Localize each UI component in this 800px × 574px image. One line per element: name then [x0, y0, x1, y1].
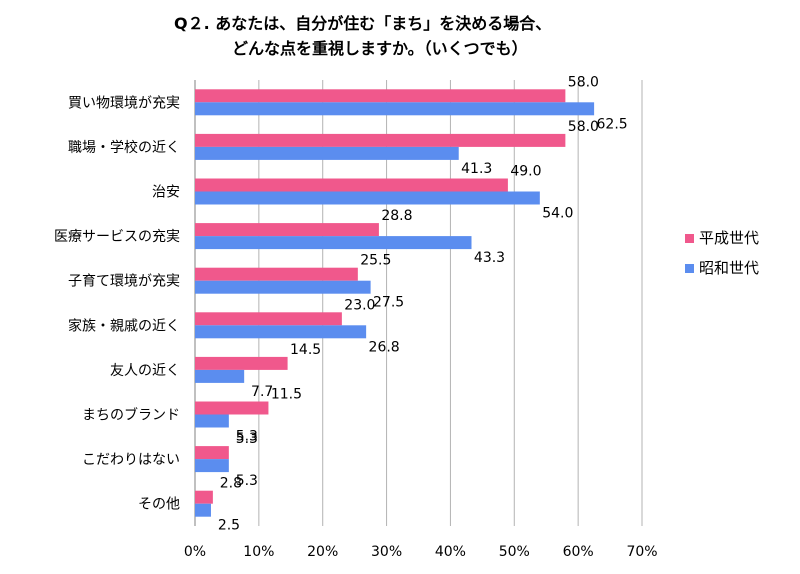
category-labels: 買い物環境が充実職場・学校の近く治安医療サービスの充実子育て環境が充実家族・親戚…: [54, 95, 180, 512]
x-tick-label: 70%: [626, 544, 657, 560]
bar-heisei: [195, 223, 379, 237]
data-label: 7.7: [251, 384, 273, 400]
data-label: 27.5: [373, 295, 404, 311]
bar-showa: [195, 414, 229, 428]
x-tick-label: 10%: [243, 544, 274, 560]
data-label: 14.5: [290, 342, 321, 358]
bar-showa: [195, 191, 540, 205]
legend-label: 平成世代: [699, 229, 759, 247]
category-label: その他: [138, 497, 180, 513]
category-label: 子育て環境が充実: [68, 274, 180, 290]
data-label: 23.0: [344, 297, 375, 313]
bar-heisei: [195, 401, 269, 415]
data-label: 5.3: [236, 431, 258, 447]
bar-heisei: [195, 267, 358, 281]
bar-showa: [195, 325, 367, 339]
bar-showa: [195, 280, 371, 294]
data-label: 11.5: [271, 387, 302, 403]
bar-showa: [195, 102, 595, 116]
bar-showa: [195, 503, 211, 517]
x-tick-label: 0%: [184, 544, 206, 560]
category-label: 友人の近く: [110, 363, 180, 379]
bar-showa: [195, 236, 472, 250]
bar-heisei: [195, 178, 508, 192]
chart-title-line-1: Q２. あなたは、自分が住む「まち」を決める場合、: [174, 14, 552, 33]
legend-swatch: [685, 234, 694, 243]
bar-heisei: [195, 356, 288, 370]
x-tick-label: 60%: [563, 544, 594, 560]
bar-showa: [195, 459, 229, 473]
bar-showa: [195, 146, 459, 160]
data-label: 62.5: [597, 116, 628, 132]
bar-heisei: [195, 490, 213, 504]
x-tick-label: 50%: [499, 544, 530, 560]
data-label: 58.0: [568, 119, 599, 135]
data-label: 26.8: [369, 339, 400, 355]
category-label: 治安: [152, 185, 180, 201]
legend-swatch: [685, 264, 694, 273]
data-label: 5.3: [236, 429, 258, 445]
bar-showa: [195, 369, 245, 383]
data-label: 2.5: [218, 518, 240, 534]
data-label: 43.3: [474, 250, 505, 266]
legend-label: 昭和世代: [699, 259, 759, 277]
category-label: 職場・学校の近く: [68, 139, 180, 156]
data-label: 58.0: [568, 74, 599, 90]
x-tick-label: 30%: [371, 544, 402, 560]
bar-heisei: [195, 312, 342, 326]
category-label: 家族・親戚の近く: [68, 317, 180, 334]
bar-heisei: [195, 89, 566, 103]
data-label: 5.3: [236, 473, 258, 489]
x-tick-label: 40%: [435, 544, 466, 560]
bar-heisei: [195, 446, 229, 460]
chart-title-line-2: どんな点を重視しますか。（いくつでも）: [232, 39, 528, 58]
category-label: 買い物環境が充実: [68, 95, 180, 111]
x-tick-labels: 0% 10% 20% 30% 40% 50% 60% 70%: [184, 544, 658, 560]
data-label: 49.0: [510, 164, 541, 180]
data-label: 25.5: [360, 253, 391, 269]
data-label: 28.8: [381, 208, 412, 224]
data-label: 41.3: [461, 161, 492, 177]
category-label: まちのブランド: [82, 407, 180, 424]
category-label: 医療サービスの充実: [54, 228, 180, 245]
bar-heisei: [195, 133, 566, 147]
bars: [195, 89, 595, 517]
data-labels: 58.062.558.041.3 49.054.028.843.325.527.5…: [218, 74, 628, 533]
data-label: 54.0: [542, 206, 573, 222]
data-label: 2.8: [220, 476, 242, 492]
category-label: こだわりはない: [82, 452, 180, 468]
x-tick-label: 20%: [307, 544, 338, 560]
